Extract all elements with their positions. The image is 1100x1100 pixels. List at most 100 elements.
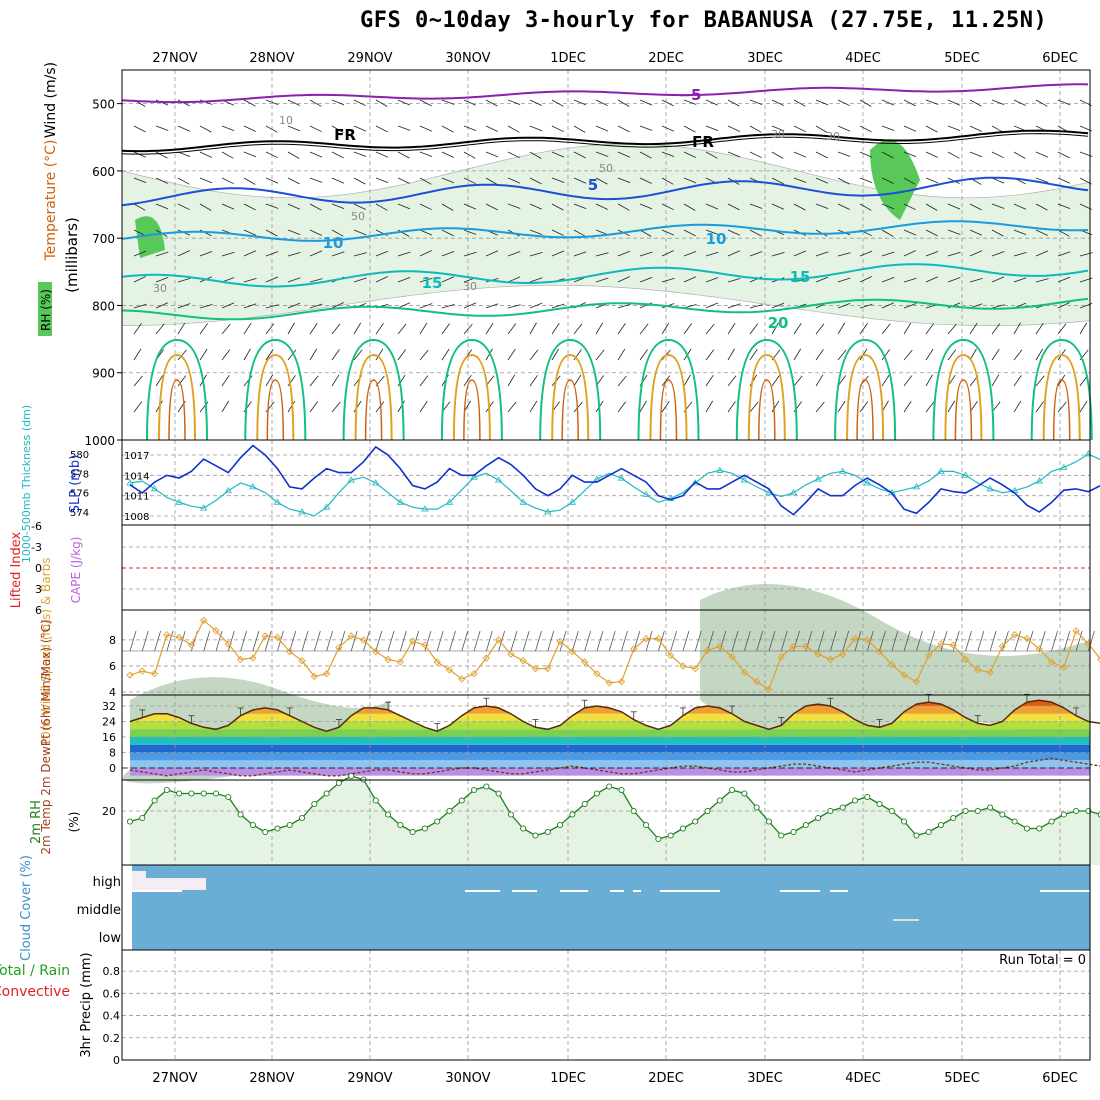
wind-barb — [926, 323, 934, 334]
wind-barb — [134, 376, 142, 386]
cloud-gap — [146, 878, 206, 890]
wind-barb — [530, 126, 542, 131]
wind-barb — [926, 402, 934, 412]
rh-point — [643, 822, 648, 827]
cloud-panel: highmiddlelowCloud Cover (%) — [19, 855, 1090, 961]
x-tick-label-bottom: 28NOV — [249, 1071, 294, 1086]
slp-tick-label: 1011 — [124, 492, 149, 503]
x-tick-label-bottom: 5DEC — [944, 1071, 980, 1086]
wind-barb — [523, 631, 529, 651]
wind-barb — [244, 323, 251, 334]
isotherm-line — [857, 380, 873, 440]
rh-point — [717, 798, 722, 803]
rh2m-panel: 202m RH (%) — [29, 773, 1100, 865]
wind-barb — [508, 126, 519, 132]
wind-barb — [530, 401, 537, 412]
wind-barb — [948, 324, 956, 334]
cloud-level-label: high — [93, 875, 121, 890]
rh-point — [729, 787, 734, 792]
wind-barb — [244, 349, 251, 360]
wind-barb — [904, 126, 916, 131]
axis-label: 3hr Precip (mm) — [79, 952, 94, 1057]
rh-point — [152, 798, 157, 803]
wind-barb — [1039, 631, 1045, 651]
wind-barb — [486, 631, 492, 651]
wind-barb — [354, 323, 361, 334]
wind-barb — [511, 631, 517, 651]
wind-barb — [585, 631, 591, 651]
wind-barb — [200, 126, 211, 132]
wind-barb — [728, 401, 735, 412]
isotherm-line — [122, 84, 1088, 102]
x-tick-label-top: 3DEC — [747, 51, 783, 66]
wind-barb — [398, 303, 410, 308]
wind-barb — [241, 631, 247, 651]
cloud-gap — [780, 890, 820, 892]
y-tick-label: 800 — [92, 299, 115, 313]
wind-barb — [398, 126, 410, 130]
wind-barb — [310, 323, 317, 334]
rh-contour-label: 50 — [599, 162, 613, 175]
rh-point — [951, 815, 956, 820]
wind-barb — [1036, 376, 1044, 386]
rh-point — [631, 808, 636, 813]
isotherm-line — [257, 355, 293, 440]
rh-point — [447, 808, 452, 813]
rh-point — [914, 833, 919, 838]
x-tick-label-bottom: 3DEC — [747, 1071, 783, 1086]
wind-barb — [684, 323, 692, 334]
wind-barb — [816, 349, 823, 360]
wind-barb — [376, 126, 388, 132]
wind-barb — [904, 350, 912, 360]
wind-barb — [882, 375, 889, 386]
wind-barb — [552, 126, 564, 132]
wind-barb — [728, 376, 736, 386]
isotherm-label: 5 — [588, 176, 598, 194]
x-tick-label-bottom: 30NOV — [445, 1071, 490, 1086]
wind-barb — [574, 324, 582, 334]
isotherm-line — [759, 380, 775, 440]
wind-barb — [1014, 100, 1026, 105]
wind-barb — [574, 126, 585, 133]
wind-barb — [728, 304, 740, 308]
wind-barb — [222, 178, 234, 184]
rh-point — [1012, 819, 1017, 824]
axis-label: 2m RH — [29, 800, 44, 844]
rh-point — [533, 833, 538, 838]
wind-barb — [572, 631, 578, 651]
wind-barb — [449, 631, 455, 651]
wind-barb — [728, 349, 735, 360]
wind-barb — [671, 631, 677, 651]
cape-li-frame — [122, 525, 1090, 610]
meteogram: 27NOV27NOV28NOV28NOV29NOV29NOV30NOV30NOV… — [0, 0, 1100, 1100]
wind-barb — [860, 100, 871, 107]
wind-barb — [816, 402, 824, 412]
wind-barb — [508, 152, 520, 158]
wind-barb — [838, 401, 845, 412]
rh-point — [201, 791, 206, 796]
wind-barb — [596, 126, 608, 131]
wind-barb — [618, 304, 630, 308]
rh-point — [226, 794, 231, 799]
cloud-gap — [660, 890, 720, 892]
y-tick-label: 0 — [113, 1054, 120, 1067]
wind-barb — [574, 375, 581, 386]
wind-barb — [684, 375, 691, 386]
rh-contour-label: 10 — [279, 114, 293, 127]
wind-barb — [640, 324, 648, 334]
rh-point — [263, 829, 268, 834]
wind-barb — [640, 401, 647, 412]
wind-barb — [772, 375, 779, 386]
wind-barb — [530, 350, 538, 360]
wind-barb — [420, 376, 428, 386]
wind-barb — [948, 401, 955, 412]
wind-barb — [200, 323, 208, 334]
wind-barb — [816, 324, 824, 334]
wind-barb — [838, 100, 850, 106]
wind-barb — [750, 324, 758, 334]
rh-point — [742, 791, 747, 796]
rh-point — [349, 773, 354, 778]
wind-barb — [926, 178, 938, 183]
wind-barb — [1058, 100, 1070, 105]
